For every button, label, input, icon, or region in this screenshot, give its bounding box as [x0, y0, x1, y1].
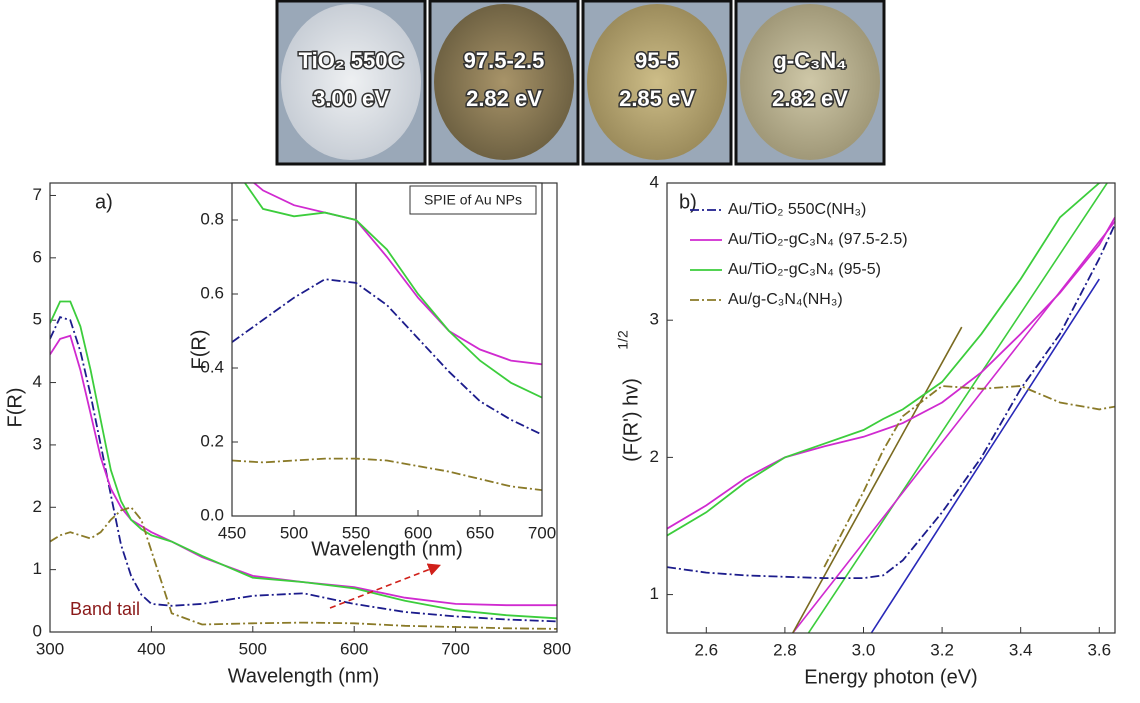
y-tick-label: 2 — [33, 497, 42, 516]
legend-label: Au/g-C₃N₄(NH₃) — [728, 291, 843, 308]
plot-frame — [666, 182, 1116, 634]
series-line — [50, 316, 557, 623]
series-line — [667, 223, 1115, 579]
photo-label: TiO₂ 550C — [299, 48, 404, 73]
photo-sample — [587, 4, 727, 160]
y-axis-label: F(R) — [188, 330, 210, 370]
y-tick-label: 7 — [33, 185, 42, 204]
x-tick-label: 600 — [404, 523, 432, 542]
photo: g-C₃N₄ 2.82 eV — [734, 0, 886, 166]
chart: 2.6 2.8 3.0 3.2 3.4 3.6 1 2 3 4 Energy photon (eV)… — [615, 172, 1116, 688]
series-line — [243, 183, 542, 399]
y-tick-label: 1 — [650, 584, 659, 603]
series-line — [50, 506, 557, 630]
fit-line — [870, 278, 1100, 633]
x-tick-label: 700 — [441, 639, 469, 658]
x-tick-label: 700 — [528, 523, 556, 542]
x-tick-label: 400 — [137, 639, 165, 658]
photo-sample — [281, 4, 421, 160]
y-tick-label: 3 — [650, 310, 659, 329]
chart: 450 500 550 600 650 700 0.0 0.2 0.4 0.6 0.8 Wavelen… — [188, 182, 556, 560]
annotation: Band tail — [70, 599, 140, 619]
legend-label: Au/TiO₂-gC₃N₄ (97.5-2.5) — [728, 231, 908, 248]
x-tick-label: 3.2 — [930, 640, 954, 659]
chart-title: SPIE of Au NPs — [424, 192, 522, 208]
x-axis-label: Energy photon (eV) — [804, 666, 977, 688]
series-line — [232, 457, 542, 491]
y-tick-label: 0.8 — [200, 209, 224, 228]
x-tick-label: 3.4 — [1009, 640, 1033, 659]
series-line — [232, 278, 542, 436]
series-line — [667, 216, 1115, 530]
x-tick-label: 500 — [280, 523, 308, 542]
plot-area — [232, 183, 542, 516]
x-tick-label: 300 — [36, 639, 64, 658]
photo: 97.5-2.5 2.82 eV — [428, 0, 580, 166]
series-line — [252, 183, 542, 366]
y-tick-label: 0.0 — [200, 505, 224, 524]
x-tick-label: 3.0 — [852, 640, 876, 659]
y-axis-label-exponent: 1/2 — [615, 330, 631, 350]
x-tick-label: 2.8 — [773, 640, 797, 659]
y-tick-label: 0 — [33, 621, 42, 640]
fit-line — [807, 183, 1108, 633]
series-group — [50, 300, 557, 630]
y-axis-label: F(R) — [4, 388, 26, 428]
photo-energy: 2.82 eV — [772, 86, 848, 111]
photo-label: 97.5-2.5 — [464, 48, 545, 73]
x-tick-label: 450 — [218, 523, 246, 542]
photo: TiO₂ 550C 3.00 eV — [275, 0, 427, 166]
series-group — [232, 183, 542, 516]
photo-energy: 2.82 eV — [466, 86, 542, 111]
photo-label: g-C₃N₄ — [773, 48, 846, 73]
legend-label: Au/TiO₂ 550C(NH₃) — [728, 201, 866, 218]
photo-energy: 2.85 eV — [619, 86, 695, 111]
y-tick-label: 4 — [33, 372, 42, 391]
x-tick-label: 800 — [543, 639, 571, 658]
y-tick-label: 6 — [33, 247, 42, 266]
y-tick-label: 0.6 — [200, 283, 224, 302]
legend-label: Au/TiO₂-gC₃N₄ (95-5) — [728, 261, 881, 278]
photo-energy: 3.00 eV — [313, 86, 389, 111]
title-box — [409, 185, 537, 215]
series-line — [50, 300, 557, 620]
y-tick-label: 0.4 — [200, 357, 224, 376]
y-tick-label: 3 — [33, 434, 42, 453]
x-axis-label: Wavelength (nm) — [311, 538, 463, 560]
series-line — [823, 385, 1115, 568]
y-tick-label: 1 — [33, 559, 42, 578]
x-tick-label: 550 — [342, 523, 370, 542]
series-group — [667, 183, 1115, 633]
photo-label: 95-5 — [635, 48, 679, 73]
y-tick-label: 0.2 — [200, 431, 224, 450]
x-tick-label: 3.6 — [1087, 640, 1111, 659]
y-axis-label: (F(R') hv) — [620, 378, 642, 462]
photo-sample — [740, 4, 880, 160]
photo: 95-5 2.85 eV — [581, 0, 733, 166]
x-axis-label: Wavelength (nm) — [228, 665, 380, 687]
x-tick-label: 2.6 — [694, 640, 718, 659]
x-tick-label: 600 — [340, 639, 368, 658]
x-tick-label: 500 — [239, 639, 267, 658]
panel-label: b) — [679, 191, 697, 213]
series-line — [50, 334, 557, 607]
fit-line — [792, 326, 963, 633]
x-tick-label: 650 — [466, 523, 494, 542]
plot-area — [667, 183, 1115, 633]
y-tick-label: 2 — [650, 447, 659, 466]
plot-frame — [231, 182, 543, 517]
panel-label: a) — [95, 191, 113, 213]
series-line — [667, 183, 1102, 537]
photo-sample — [434, 4, 574, 160]
y-tick-label: 4 — [650, 172, 659, 191]
y-tick-label: 5 — [33, 310, 42, 329]
